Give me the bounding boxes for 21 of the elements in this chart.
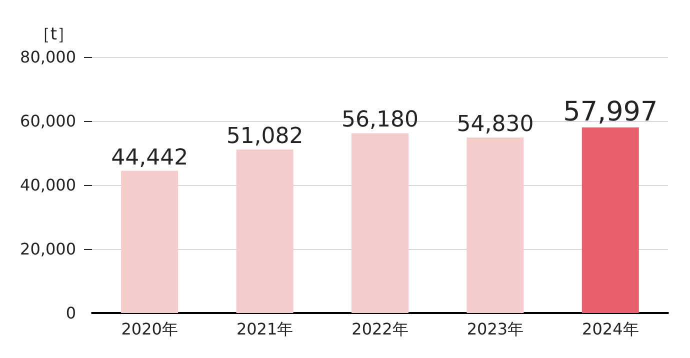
x-tick-label: 2024年: [582, 320, 639, 338]
x-tick-label: 2020年: [121, 320, 178, 338]
bar: [582, 127, 639, 313]
data-label: 51,082: [226, 124, 304, 150]
y-tick-label: 80,000: [20, 48, 76, 66]
data-label: 54,830: [456, 112, 534, 138]
bar: [466, 138, 524, 313]
bar: [236, 150, 294, 313]
bar: [352, 133, 408, 313]
data-label: 56,180: [342, 108, 418, 133]
data-label: 57,997: [563, 96, 658, 128]
x-tick-label: 2023年: [466, 320, 524, 338]
y-axis-title: ［t］: [33, 24, 74, 44]
y-tick-label: 60,000: [20, 112, 76, 130]
data-label: 44,442: [111, 145, 188, 170]
x-tick-label: 2021年: [236, 320, 294, 338]
y-tick-label: 40,000: [20, 176, 76, 194]
x-tick-label: 2022年: [352, 320, 408, 338]
bar: [121, 170, 178, 313]
y-tick-label: 0: [66, 304, 76, 322]
y-tick-label: 20,000: [20, 240, 76, 258]
